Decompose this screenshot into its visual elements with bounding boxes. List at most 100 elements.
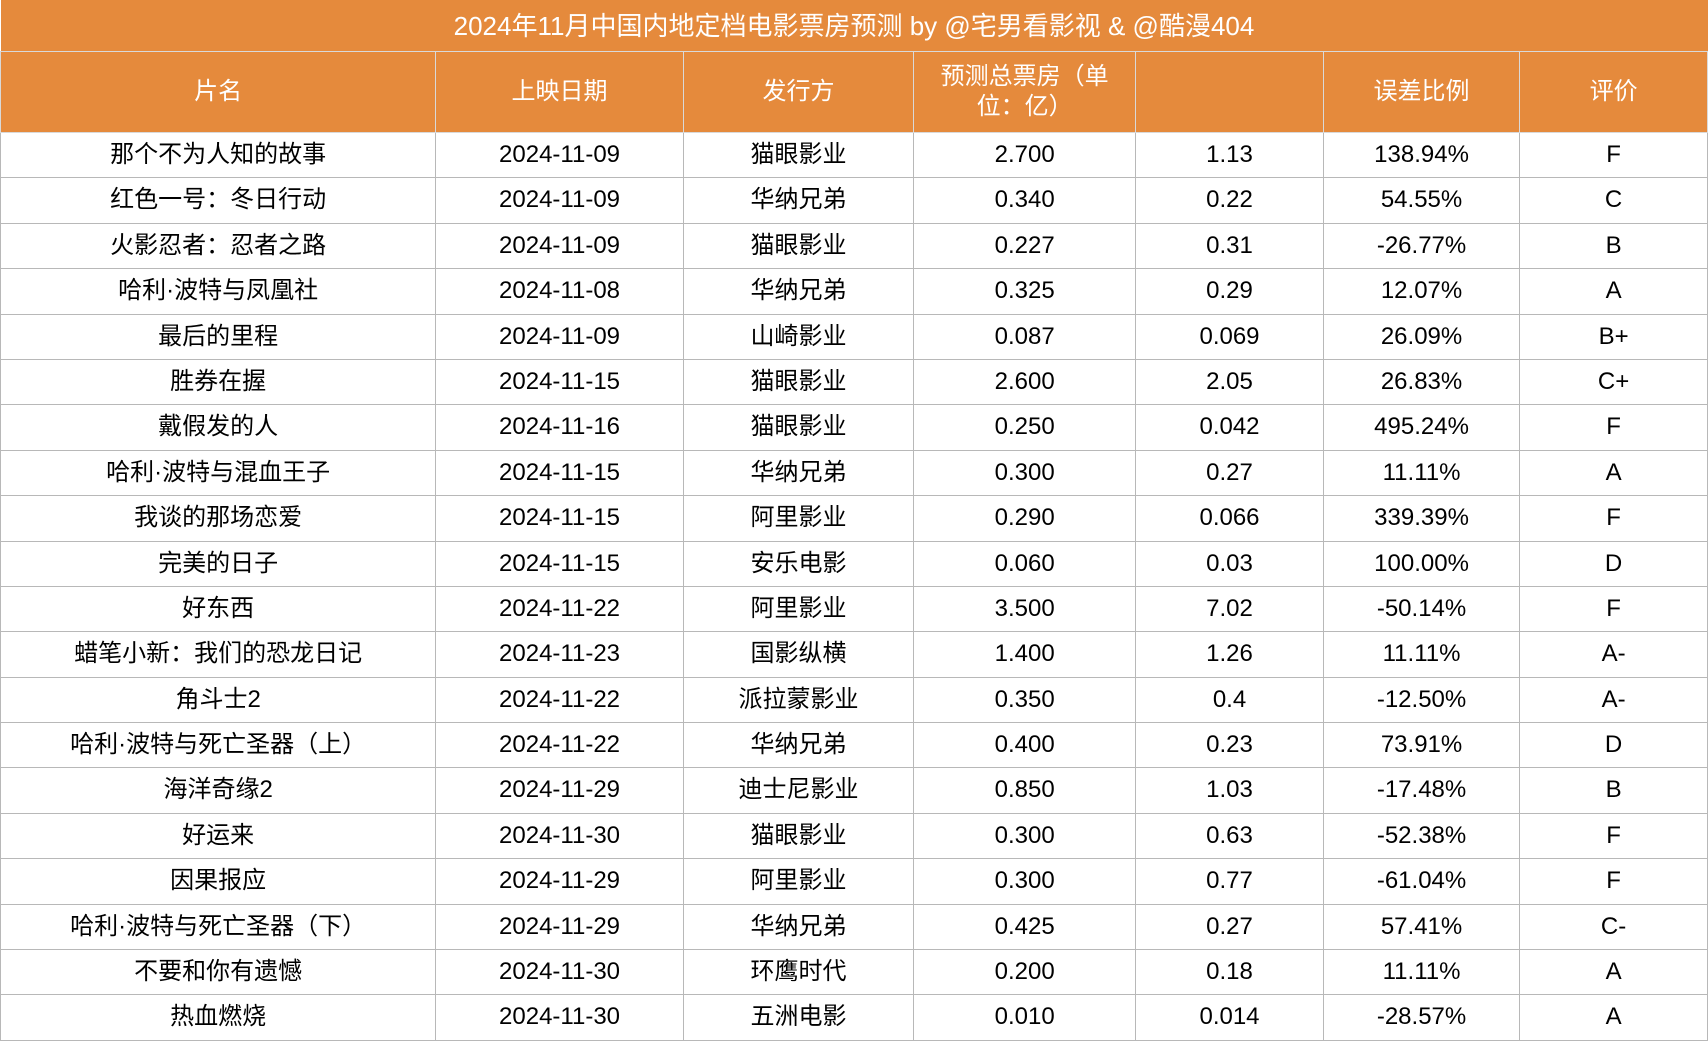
- cell-r6-c5: 495.24%: [1323, 405, 1519, 450]
- table-row: 火影忍者：忍者之路2024-11-09猫眼影业0.2270.31-26.77%B: [1, 223, 1708, 268]
- cell-r12-c1: 2024-11-22: [436, 677, 684, 722]
- cell-r3-c5: 12.07%: [1323, 269, 1519, 314]
- cell-r17-c1: 2024-11-29: [436, 904, 684, 949]
- cell-r12-c0: 角斗士2: [1, 677, 436, 722]
- cell-r1-c0: 红色一号：冬日行动: [1, 178, 436, 223]
- cell-r4-c1: 2024-11-09: [436, 314, 684, 359]
- cell-r13-c2: 华纳兄弟: [683, 723, 913, 768]
- cell-r2-c5: -26.77%: [1323, 223, 1519, 268]
- cell-r9-c1: 2024-11-15: [436, 541, 684, 586]
- cell-r5-c1: 2024-11-15: [436, 359, 684, 404]
- cell-r14-c4: 1.03: [1136, 768, 1324, 813]
- table-row: 海洋奇缘22024-11-29迪士尼影业0.8501.03-17.48%B: [1, 768, 1708, 813]
- cell-r5-c2: 猫眼影业: [683, 359, 913, 404]
- cell-r6-c6: F: [1520, 405, 1708, 450]
- table-row: 蜡笔小新：我们的恐龙日记2024-11-23国影纵横1.4001.2611.11…: [1, 632, 1708, 677]
- cell-r7-c3: 0.300: [914, 450, 1136, 495]
- header-row: 片名上映日期发行方预测总票房（单位：亿）误差比例评价: [1, 52, 1708, 133]
- cell-r19-c0: 热血燃烧: [1, 995, 436, 1040]
- table-row: 热血燃烧2024-11-30五洲电影0.0100.014-28.57%A: [1, 995, 1708, 1040]
- table-row: 胜券在握2024-11-15猫眼影业2.6002.0526.83%C+: [1, 359, 1708, 404]
- cell-r17-c6: C-: [1520, 904, 1708, 949]
- cell-r10-c3: 3.500: [914, 586, 1136, 631]
- cell-r14-c2: 迪士尼影业: [683, 768, 913, 813]
- cell-r9-c5: 100.00%: [1323, 541, 1519, 586]
- table-row: 哈利·波特与死亡圣器（上）2024-11-22华纳兄弟0.4000.2373.9…: [1, 723, 1708, 768]
- cell-r19-c1: 2024-11-30: [436, 995, 684, 1040]
- cell-r18-c2: 环鹰时代: [683, 950, 913, 995]
- cell-r18-c4: 0.18: [1136, 950, 1324, 995]
- cell-r16-c0: 因果报应: [1, 859, 436, 904]
- cell-r14-c5: -17.48%: [1323, 768, 1519, 813]
- cell-r15-c1: 2024-11-30: [436, 813, 684, 858]
- cell-r0-c0: 那个不为人知的故事: [1, 133, 436, 178]
- cell-r3-c4: 0.29: [1136, 269, 1324, 314]
- cell-r2-c4: 0.31: [1136, 223, 1324, 268]
- cell-r3-c2: 华纳兄弟: [683, 269, 913, 314]
- cell-r2-c6: B: [1520, 223, 1708, 268]
- cell-r1-c5: 54.55%: [1323, 178, 1519, 223]
- table-row: 戴假发的人2024-11-16猫眼影业0.2500.042495.24%F: [1, 405, 1708, 450]
- cell-r18-c5: 11.11%: [1323, 950, 1519, 995]
- cell-r8-c4: 0.066: [1136, 496, 1324, 541]
- cell-r14-c6: B: [1520, 768, 1708, 813]
- cell-r7-c4: 0.27: [1136, 450, 1324, 495]
- cell-r4-c3: 0.087: [914, 314, 1136, 359]
- cell-r8-c3: 0.290: [914, 496, 1136, 541]
- col-header-5: 误差比例: [1323, 52, 1519, 133]
- cell-r9-c3: 0.060: [914, 541, 1136, 586]
- cell-r14-c1: 2024-11-29: [436, 768, 684, 813]
- cell-r5-c4: 2.05: [1136, 359, 1324, 404]
- cell-r0-c1: 2024-11-09: [436, 133, 684, 178]
- cell-r0-c4: 1.13: [1136, 133, 1324, 178]
- cell-r17-c5: 57.41%: [1323, 904, 1519, 949]
- cell-r5-c6: C+: [1520, 359, 1708, 404]
- cell-r16-c1: 2024-11-29: [436, 859, 684, 904]
- cell-r3-c3: 0.325: [914, 269, 1136, 314]
- cell-r16-c4: 0.77: [1136, 859, 1324, 904]
- cell-r5-c3: 2.600: [914, 359, 1136, 404]
- cell-r9-c4: 0.03: [1136, 541, 1324, 586]
- cell-r11-c4: 1.26: [1136, 632, 1324, 677]
- col-header-6: 评价: [1520, 52, 1708, 133]
- table-title: 2024年11月中国内地定档电影票房预测 by @宅男看影视 & @酷漫404: [1, 0, 1708, 52]
- cell-r4-c4: 0.069: [1136, 314, 1324, 359]
- cell-r11-c0: 蜡笔小新：我们的恐龙日记: [1, 632, 436, 677]
- cell-r17-c0: 哈利·波特与死亡圣器（下）: [1, 904, 436, 949]
- box-office-table: 2024年11月中国内地定档电影票房预测 by @宅男看影视 & @酷漫404 …: [0, 0, 1708, 1041]
- cell-r0-c5: 138.94%: [1323, 133, 1519, 178]
- cell-r18-c6: A: [1520, 950, 1708, 995]
- table-row: 角斗士22024-11-22派拉蒙影业0.3500.4-12.50%A-: [1, 677, 1708, 722]
- cell-r9-c2: 安乐电影: [683, 541, 913, 586]
- cell-r17-c2: 华纳兄弟: [683, 904, 913, 949]
- cell-r3-c6: A: [1520, 269, 1708, 314]
- cell-r7-c5: 11.11%: [1323, 450, 1519, 495]
- table-row: 不要和你有遗憾2024-11-30环鹰时代0.2000.1811.11%A: [1, 950, 1708, 995]
- cell-r15-c0: 好运来: [1, 813, 436, 858]
- cell-r0-c3: 2.700: [914, 133, 1136, 178]
- cell-r15-c3: 0.300: [914, 813, 1136, 858]
- table-row: 好东西2024-11-22阿里影业3.5007.02-50.14%F: [1, 586, 1708, 631]
- cell-r4-c6: B+: [1520, 314, 1708, 359]
- cell-r12-c6: A-: [1520, 677, 1708, 722]
- cell-r6-c3: 0.250: [914, 405, 1136, 450]
- cell-r8-c5: 339.39%: [1323, 496, 1519, 541]
- cell-r6-c1: 2024-11-16: [436, 405, 684, 450]
- table-row: 哈利·波特与死亡圣器（下）2024-11-29华纳兄弟0.4250.2757.4…: [1, 904, 1708, 949]
- cell-r12-c2: 派拉蒙影业: [683, 677, 913, 722]
- cell-r16-c2: 阿里影业: [683, 859, 913, 904]
- cell-r7-c0: 哈利·波特与混血王子: [1, 450, 436, 495]
- cell-r1-c6: C: [1520, 178, 1708, 223]
- cell-r10-c6: F: [1520, 586, 1708, 631]
- cell-r18-c1: 2024-11-30: [436, 950, 684, 995]
- cell-r11-c5: 11.11%: [1323, 632, 1519, 677]
- cell-r19-c3: 0.010: [914, 995, 1136, 1040]
- cell-r5-c5: 26.83%: [1323, 359, 1519, 404]
- cell-r4-c2: 山崎影业: [683, 314, 913, 359]
- cell-r6-c2: 猫眼影业: [683, 405, 913, 450]
- cell-r2-c2: 猫眼影业: [683, 223, 913, 268]
- table-row: 哈利·波特与凤凰社2024-11-08华纳兄弟0.3250.2912.07%A: [1, 269, 1708, 314]
- cell-r16-c6: F: [1520, 859, 1708, 904]
- cell-r19-c5: -28.57%: [1323, 995, 1519, 1040]
- cell-r14-c0: 海洋奇缘2: [1, 768, 436, 813]
